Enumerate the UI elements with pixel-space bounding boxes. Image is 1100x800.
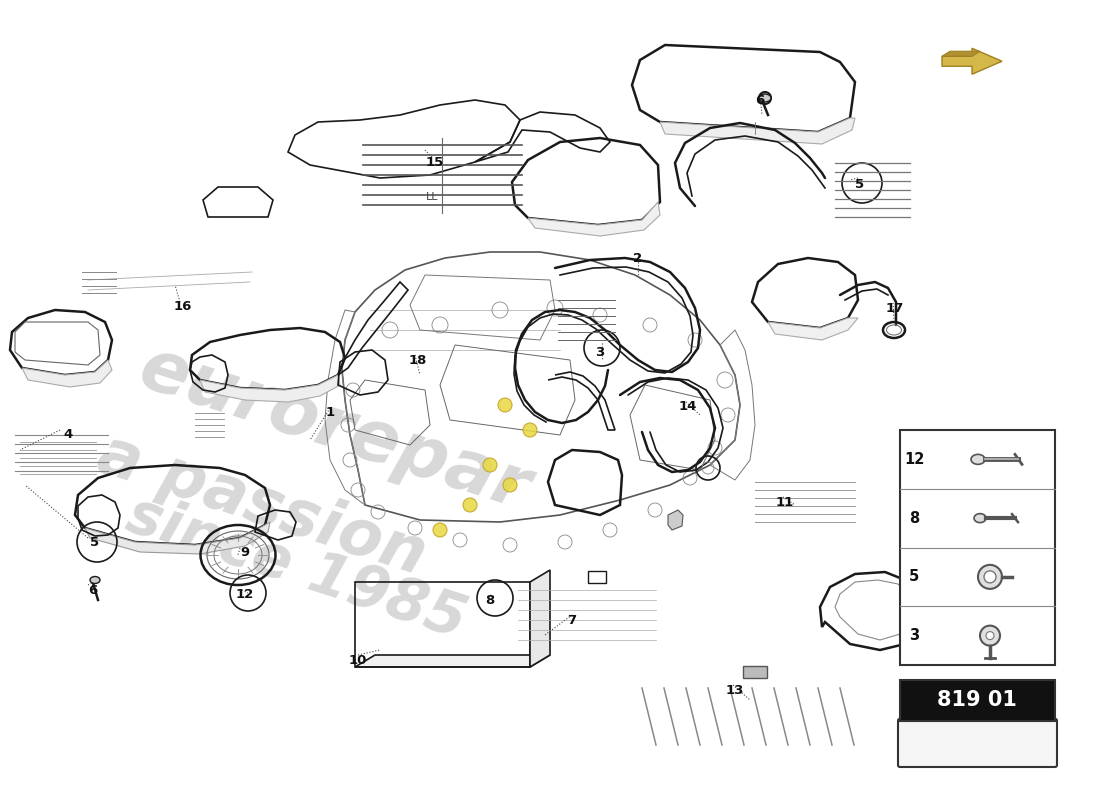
Bar <box>900 680 1055 721</box>
Text: 12: 12 <box>904 452 924 467</box>
Circle shape <box>503 478 517 492</box>
Text: 15: 15 <box>426 155 444 169</box>
Polygon shape <box>530 570 550 667</box>
Text: a passion: a passion <box>90 423 433 588</box>
Polygon shape <box>22 360 112 387</box>
Text: 6: 6 <box>756 94 764 106</box>
Text: 11: 11 <box>776 495 794 509</box>
Text: 8: 8 <box>909 510 920 526</box>
Circle shape <box>483 458 497 472</box>
Circle shape <box>463 498 477 512</box>
Circle shape <box>498 398 512 412</box>
Text: 6: 6 <box>88 583 98 597</box>
Ellipse shape <box>974 514 986 522</box>
Ellipse shape <box>971 454 984 464</box>
Circle shape <box>980 626 1000 646</box>
Text: LL: LL <box>426 192 438 202</box>
Polygon shape <box>528 202 660 236</box>
Bar <box>900 430 1055 665</box>
Text: 5: 5 <box>856 178 865 191</box>
Text: 12: 12 <box>235 589 254 602</box>
Text: 5: 5 <box>90 537 100 550</box>
Polygon shape <box>200 375 340 402</box>
Ellipse shape <box>759 94 771 102</box>
Text: 4: 4 <box>64 429 73 442</box>
Polygon shape <box>668 510 683 530</box>
Polygon shape <box>942 51 980 56</box>
Text: 13: 13 <box>726 683 745 697</box>
Polygon shape <box>742 666 767 678</box>
Text: 17: 17 <box>886 302 904 314</box>
Text: 7: 7 <box>568 614 576 626</box>
Polygon shape <box>942 48 1002 74</box>
FancyBboxPatch shape <box>898 718 1057 767</box>
Text: 3: 3 <box>595 346 605 358</box>
Ellipse shape <box>90 577 100 583</box>
Bar <box>588 571 606 583</box>
Text: 2: 2 <box>634 251 642 265</box>
Circle shape <box>986 632 994 640</box>
Text: 1: 1 <box>326 406 334 419</box>
Text: 9: 9 <box>241 546 250 559</box>
Polygon shape <box>768 318 858 340</box>
Text: 819 01: 819 01 <box>937 690 1016 710</box>
Polygon shape <box>85 522 270 554</box>
Text: 16: 16 <box>174 301 192 314</box>
Text: since 1985: since 1985 <box>120 486 474 650</box>
Circle shape <box>984 571 996 583</box>
Text: 8: 8 <box>485 594 495 606</box>
Text: 10: 10 <box>349 654 367 666</box>
Circle shape <box>978 565 1002 589</box>
Text: 14: 14 <box>679 401 697 414</box>
Circle shape <box>433 523 447 537</box>
Polygon shape <box>660 118 855 144</box>
Text: eurorepar: eurorepar <box>130 334 538 525</box>
Text: 5: 5 <box>909 570 920 584</box>
Polygon shape <box>355 655 550 667</box>
Text: 3: 3 <box>909 628 920 643</box>
Text: 18: 18 <box>409 354 427 366</box>
Circle shape <box>522 423 537 437</box>
